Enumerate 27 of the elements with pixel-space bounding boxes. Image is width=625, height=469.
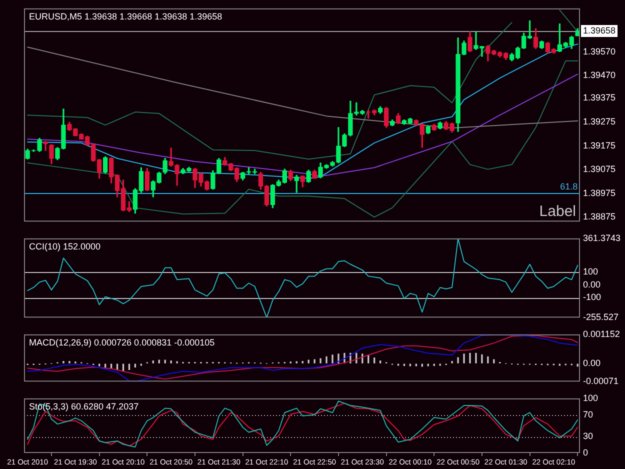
y-tick-label: 1.39275 bbox=[583, 116, 616, 126]
y-tick-label: -0.00071 bbox=[583, 376, 619, 386]
y-tick-label: 1.39175 bbox=[583, 140, 616, 150]
y-tick-label: 0 bbox=[583, 447, 588, 458]
annotation: 61.8 bbox=[560, 181, 578, 192]
candlestick bbox=[43, 141, 48, 151]
y-tick-label: 0.00 bbox=[583, 279, 601, 290]
chart-title: MACD(12,26,9) 0.000726 0.000831 -0.000105 bbox=[29, 337, 215, 348]
ref-line-label: 1.39658 bbox=[583, 25, 616, 36]
y-tick-label: -100 bbox=[583, 292, 602, 302]
y-tick-label: 1.39470 bbox=[583, 70, 616, 80]
y-tick-label: 100 bbox=[583, 392, 598, 403]
y-tick-label: 1.39570 bbox=[583, 46, 616, 56]
y-tick-label: 30 bbox=[583, 431, 594, 442]
y-tick-label: 70 bbox=[583, 409, 594, 420]
y-tick-label: 1.38975 bbox=[583, 188, 616, 198]
chart-title: EURUSD,M5 1.39638 1.39668 1.39638 1.39658 bbox=[29, 11, 222, 22]
y-tick-label: -255.527 bbox=[583, 312, 619, 322]
y-tick-label: 361.3743 bbox=[583, 232, 621, 243]
y-tick-label: 0.00 bbox=[583, 358, 601, 368]
y-tick-label: 100 bbox=[583, 266, 598, 276]
chart-title: CCI(10) 152.0000 bbox=[29, 241, 101, 252]
y-tick-label: 1.39075 bbox=[583, 164, 616, 174]
y-tick-label: 1.38875 bbox=[583, 212, 616, 222]
y-tick-label: 0.001152 bbox=[583, 328, 620, 339]
annotation: Label bbox=[539, 203, 576, 220]
y-tick-label: 1.39375 bbox=[583, 92, 616, 103]
